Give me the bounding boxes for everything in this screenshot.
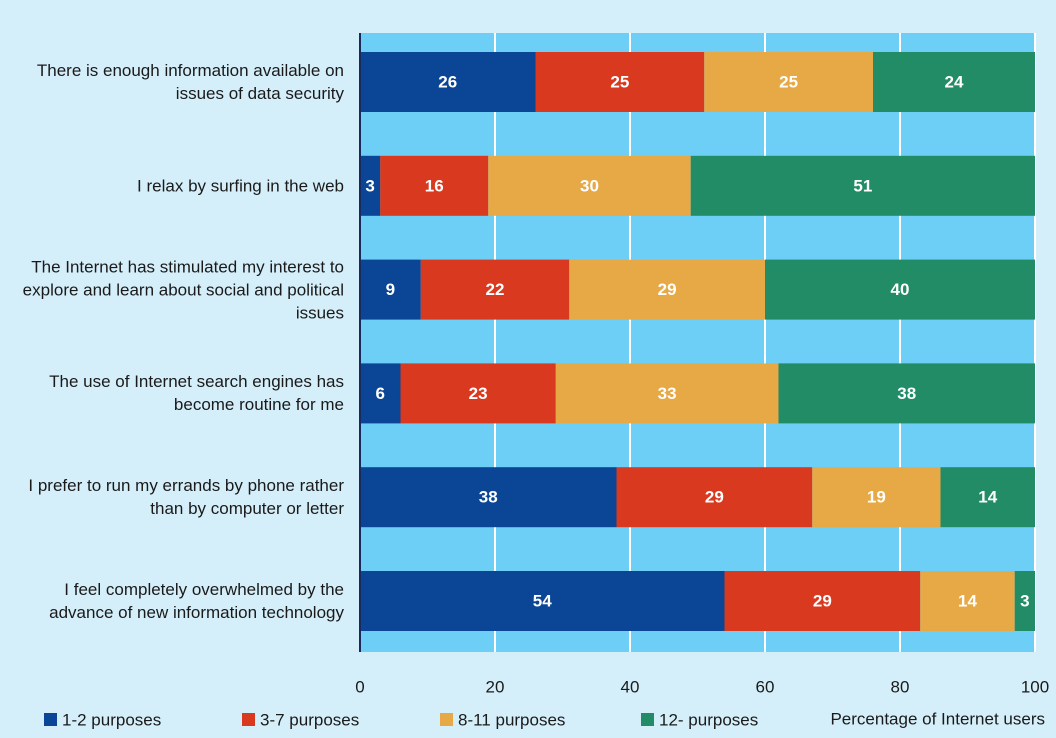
data-label: 3	[365, 176, 374, 195]
data-label: 6	[376, 384, 385, 403]
data-label: 29	[658, 280, 677, 299]
data-label: 19	[867, 488, 886, 507]
bar-segment	[873, 52, 1035, 112]
x-axis-label: Percentage of Internet users	[830, 709, 1045, 728]
bar-segment	[940, 467, 1035, 528]
data-label: 30	[580, 176, 599, 195]
x-tick-label: 80	[891, 677, 910, 696]
legend-label: 3-7 purposes	[260, 710, 359, 729]
data-label: 33	[658, 384, 677, 403]
data-label: 38	[479, 488, 498, 507]
bar-segment	[1014, 571, 1035, 631]
category-label: I relax by surfing in the web	[137, 176, 344, 196]
category-label: The Internet has stimulated my interest …	[22, 257, 344, 323]
data-label: 29	[813, 591, 832, 610]
data-label: 25	[610, 72, 629, 91]
category-label: There is enough information available on…	[36, 61, 344, 103]
bar-segment	[380, 155, 489, 216]
data-label: 26	[438, 72, 457, 91]
category-label: The use of Internet search engines has b…	[49, 372, 344, 415]
bar-segment	[812, 467, 941, 528]
data-label: 14	[978, 488, 997, 507]
bar-segment	[360, 155, 381, 216]
x-tick-label: 40	[621, 677, 640, 696]
bar-segment	[724, 571, 921, 631]
bar-segment	[535, 52, 705, 112]
data-label: 9	[386, 280, 395, 299]
bar-segment	[360, 52, 536, 112]
data-label: 38	[897, 384, 916, 403]
x-tick-label: 20	[486, 677, 505, 696]
data-label: 16	[425, 176, 444, 195]
legend-label: 12- purposes	[659, 710, 758, 729]
bar-segment	[569, 259, 765, 320]
x-tick-label: 60	[756, 677, 775, 696]
data-label: 14	[958, 591, 977, 610]
plot-area	[360, 33, 1035, 652]
category-label: I prefer to run my errands by phone rath…	[28, 476, 344, 519]
bar-segment	[778, 363, 1035, 424]
x-tick-label: 100	[1021, 677, 1049, 696]
data-label: 23	[469, 384, 488, 403]
legend-swatch	[242, 713, 255, 726]
data-label: 24	[945, 72, 964, 91]
data-label: 25	[779, 72, 798, 91]
bar-segment	[420, 259, 570, 320]
bar-segment	[765, 259, 1035, 320]
legend-label: 1-2 purposes	[62, 710, 161, 729]
legend-swatch	[641, 713, 654, 726]
category-label: I feel completely overwhelmed by the adv…	[49, 580, 344, 622]
legend-label: 8-11 purposes	[458, 710, 565, 729]
bar-segment	[616, 467, 813, 528]
bar-segment	[920, 571, 1015, 631]
legend-swatch	[440, 713, 453, 726]
bar-segment	[360, 363, 401, 424]
bar-segment	[360, 467, 617, 528]
legend-swatch	[44, 713, 57, 726]
bar-segment	[360, 571, 725, 631]
bar-segment	[555, 363, 779, 424]
data-label: 29	[705, 488, 724, 507]
bar-segment	[400, 363, 556, 424]
data-label: 51	[853, 176, 872, 195]
bar-segment	[360, 259, 421, 320]
data-label: 54	[533, 591, 552, 610]
bar-segment	[488, 155, 691, 216]
bar-segment	[704, 52, 873, 112]
data-label: 22	[486, 280, 505, 299]
data-label: 3	[1020, 591, 1029, 610]
bar-segment	[690, 155, 1035, 216]
x-tick-label: 0	[355, 677, 364, 696]
data-label: 40	[891, 280, 910, 299]
